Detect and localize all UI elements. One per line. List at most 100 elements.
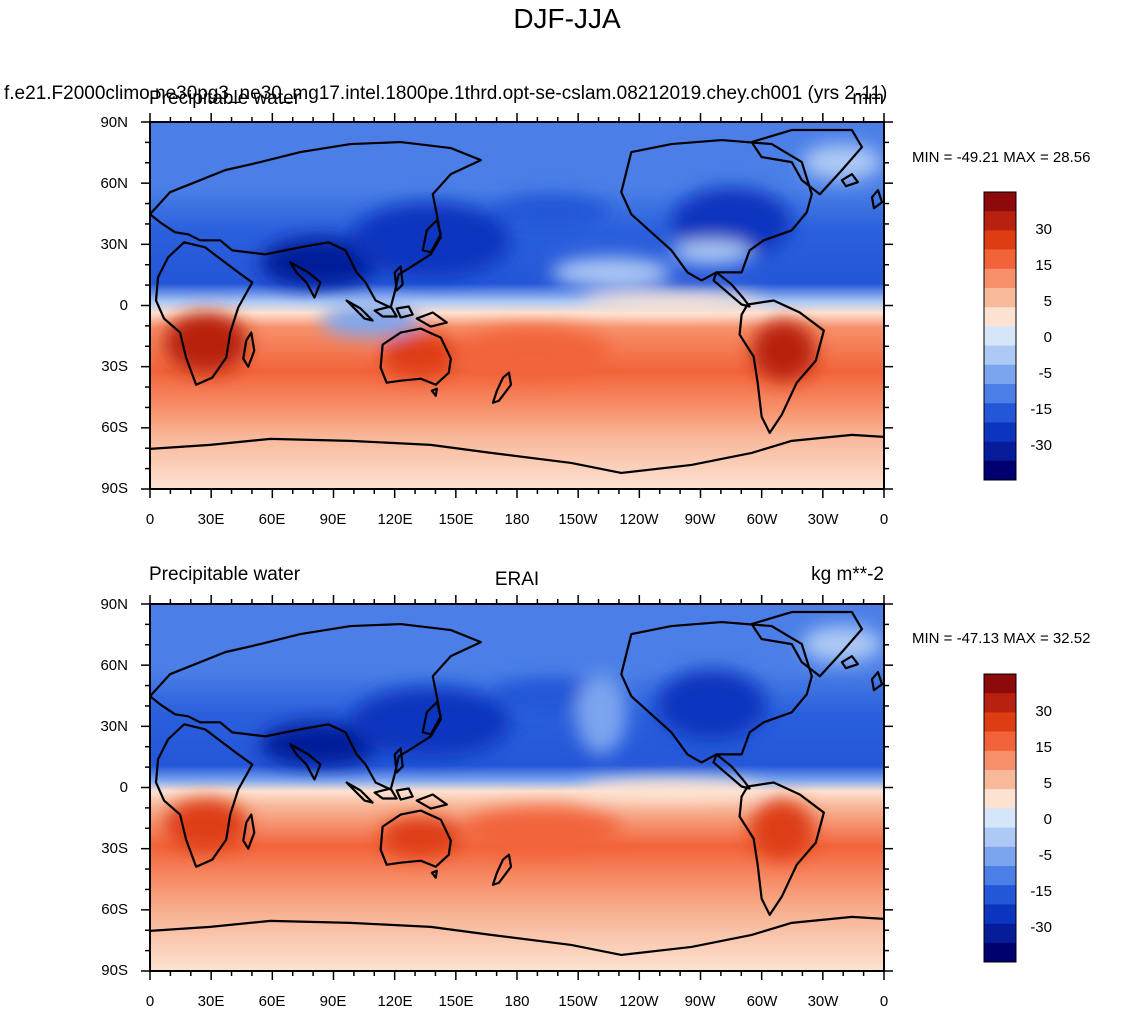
colorbar-swatch bbox=[984, 770, 1016, 790]
lon-tick-label: 120W bbox=[619, 993, 659, 1010]
panel-model-lon-axis: 0 30E 60E 90E 120E 150E 180 150W 120W 90… bbox=[146, 511, 888, 528]
lon-tick-label: 90E bbox=[320, 511, 347, 528]
panel-model-lat-axis: 90N 60N 30N 0 30S 60S 90S bbox=[100, 114, 128, 497]
colorbar-swatch bbox=[984, 731, 1016, 752]
lon-tick-label: 120E bbox=[377, 993, 412, 1010]
lon-tick-label: 120W bbox=[619, 511, 659, 528]
lon-tick-label: 0 bbox=[880, 993, 888, 1010]
panel-model-case-title: f.e21.F2000climo.ne30pg3_ne30_mg17.intel… bbox=[4, 83, 887, 104]
panel-erai-map bbox=[150, 604, 884, 971]
panel-erai: Precipitable water ERAI kg m**-2 MIN = -… bbox=[100, 564, 1090, 1010]
lat-tick-label: 0 bbox=[120, 297, 128, 314]
lon-tick-label: 30E bbox=[198, 511, 225, 528]
lon-tick-label: 90E bbox=[320, 993, 347, 1010]
colorbar-swatch bbox=[984, 307, 1016, 327]
colorbar-swatch bbox=[984, 866, 1016, 886]
lon-tick-label: 0 bbox=[146, 511, 154, 528]
colorbar-label: -5 bbox=[1039, 365, 1052, 382]
colorbar-swatch bbox=[984, 211, 1016, 231]
lon-tick-label: 90W bbox=[685, 511, 717, 528]
lat-tick-label: 60S bbox=[101, 901, 128, 918]
colorbar-frame bbox=[983, 191, 1017, 481]
colorbar-label: -5 bbox=[1039, 847, 1052, 864]
colorbar-swatch bbox=[984, 249, 1016, 270]
colorbar-swatch bbox=[984, 808, 1016, 828]
colorbar-label: 5 bbox=[1044, 293, 1052, 310]
lon-tick-label: 30W bbox=[808, 511, 840, 528]
lat-tick-label: 90S bbox=[101, 962, 128, 979]
lat-tick-label: 60N bbox=[100, 175, 128, 192]
colorbar-swatch bbox=[984, 750, 1016, 771]
lat-tick-label: 30S bbox=[101, 358, 128, 375]
colorbar-swatch bbox=[984, 942, 1016, 963]
lat-tick-label: 60N bbox=[100, 657, 128, 674]
colorbar-label: 0 bbox=[1044, 811, 1052, 828]
colorbar-swatch bbox=[984, 384, 1016, 404]
colorbar-swatch bbox=[984, 422, 1016, 442]
colorbar-label: 15 bbox=[1035, 739, 1052, 756]
colorbar-swatch bbox=[984, 345, 1016, 366]
lat-tick-label: 90N bbox=[100, 596, 128, 613]
colorbar-swatch bbox=[984, 904, 1016, 924]
lon-tick-label: 0 bbox=[146, 993, 154, 1010]
figure-title: DJF-JJA bbox=[513, 3, 621, 34]
panel-erai-stats: MIN = -47.13 MAX = 32.52 bbox=[912, 630, 1090, 647]
colorbar-swatch bbox=[984, 712, 1016, 732]
lon-tick-label: 120E bbox=[377, 511, 412, 528]
colorbar-swatch bbox=[984, 693, 1016, 713]
panel-model-colorbar: 30 15 5 0 -5 -15 -30 bbox=[983, 191, 1052, 481]
colorbar-swatch bbox=[984, 827, 1016, 848]
lon-tick-label: 60E bbox=[259, 511, 286, 528]
colorbar-swatch bbox=[984, 846, 1016, 867]
lon-tick-label: 60E bbox=[259, 993, 286, 1010]
colorbar-label: 30 bbox=[1035, 703, 1052, 720]
axis-ticks bbox=[141, 113, 893, 980]
lat-tick-label: 30N bbox=[100, 718, 128, 735]
lon-tick-label: 30E bbox=[198, 993, 225, 1010]
panel-model-map bbox=[150, 122, 884, 489]
colorbar-swatch bbox=[984, 460, 1016, 481]
lon-tick-label: 60W bbox=[747, 511, 779, 528]
lat-tick-label: 0 bbox=[120, 779, 128, 796]
colorbar-swatch bbox=[984, 674, 1016, 694]
panel-erai-left-title: Precipitable water bbox=[149, 564, 301, 585]
panel-erai-units: kg m**-2 bbox=[811, 564, 884, 585]
colorbar-label: 5 bbox=[1044, 775, 1052, 792]
lon-tick-label: 150W bbox=[558, 511, 598, 528]
lat-tick-label: 60S bbox=[101, 419, 128, 436]
colorbar-label: -15 bbox=[1030, 883, 1052, 900]
lon-tick-label: 30W bbox=[808, 993, 840, 1010]
lon-tick-label: 150E bbox=[438, 993, 473, 1010]
lat-tick-label: 90S bbox=[101, 480, 128, 497]
lon-tick-label: 0 bbox=[880, 511, 888, 528]
colorbar-label: 0 bbox=[1044, 329, 1052, 346]
lon-tick-label: 60W bbox=[747, 993, 779, 1010]
panel-model-left-title: Precipitable water bbox=[149, 88, 301, 109]
panel-erai-lat-axis: 90N 60N 30N 0 30S 60S 90S bbox=[100, 596, 128, 979]
colorbar-swatch bbox=[984, 789, 1016, 809]
colorbar-swatch bbox=[984, 326, 1016, 346]
lon-tick-label: 90W bbox=[685, 993, 717, 1010]
colorbar-label: -30 bbox=[1030, 919, 1052, 936]
colorbar-swatch bbox=[984, 441, 1016, 462]
lat-tick-label: 30N bbox=[100, 236, 128, 253]
lon-tick-label: 180 bbox=[504, 993, 529, 1010]
colorbar-swatch bbox=[984, 268, 1016, 289]
colorbar-swatch bbox=[984, 288, 1016, 308]
lon-tick-label: 150W bbox=[558, 993, 598, 1010]
lat-tick-label: 30S bbox=[101, 840, 128, 857]
panel-erai-colorbar: 30 15 5 0 -5 -15 -30 bbox=[983, 673, 1052, 963]
colorbar-swatch bbox=[984, 403, 1016, 423]
colorbar-swatch bbox=[984, 192, 1016, 212]
colorbar-label: -30 bbox=[1030, 437, 1052, 454]
panel-erai-center-title: ERAI bbox=[495, 569, 539, 590]
colorbar-label: 30 bbox=[1035, 221, 1052, 238]
panel-model: Precipitable water f.e21.F2000climo.ne30… bbox=[4, 83, 1090, 528]
colorbar-swatch bbox=[984, 885, 1016, 905]
lon-tick-label: 180 bbox=[504, 511, 529, 528]
colorbar-label: 15 bbox=[1035, 257, 1052, 274]
panel-erai-lon-axis: 0 30E 60E 90E 120E 150E 180 150W 120W 90… bbox=[146, 993, 888, 1010]
colorbar-frame bbox=[983, 673, 1017, 963]
panel-model-units: mm bbox=[852, 88, 884, 109]
